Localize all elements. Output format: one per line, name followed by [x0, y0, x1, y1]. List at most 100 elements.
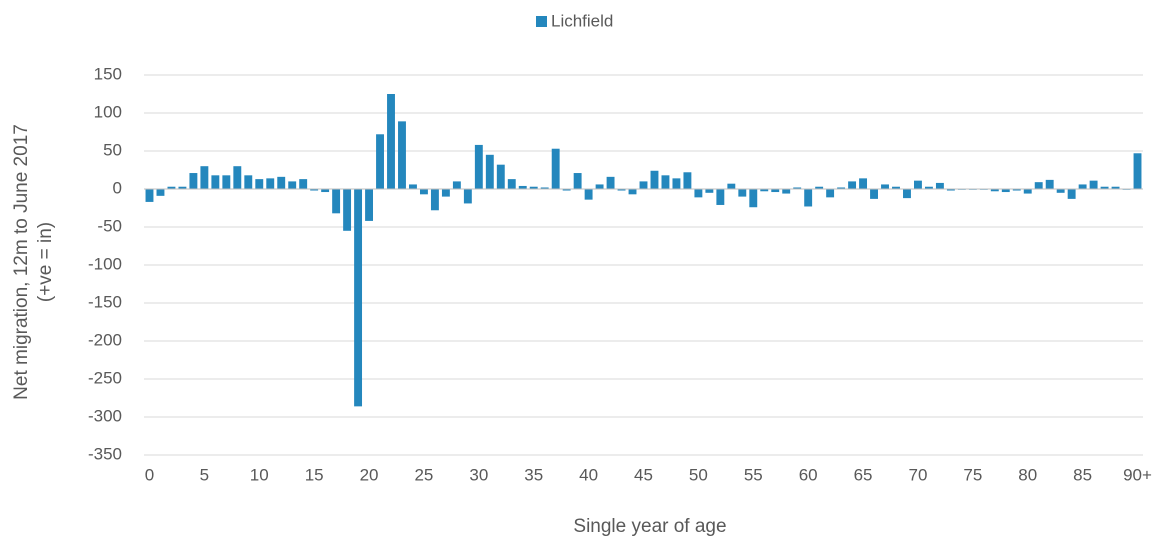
bar — [628, 189, 637, 195]
bar — [419, 189, 428, 195]
y-tick-label: -200 — [88, 330, 122, 349]
bar — [1089, 180, 1098, 189]
bar — [1133, 153, 1142, 189]
x-tick-label: 5 — [200, 465, 209, 484]
bar — [529, 186, 538, 189]
y-axis-label-line: (+ve = in) — [35, 222, 56, 302]
x-tick-label: 0 — [145, 465, 154, 484]
bar — [617, 189, 626, 191]
bar — [760, 189, 769, 192]
y-tick-label: 100 — [94, 102, 122, 121]
bar — [903, 189, 911, 199]
x-tick-label: 30 — [469, 465, 488, 484]
bar — [837, 187, 846, 189]
bar — [683, 172, 692, 189]
bar — [804, 189, 813, 207]
bar — [321, 189, 330, 193]
x-tick-label: 45 — [634, 465, 653, 484]
bar — [266, 178, 275, 189]
bar — [255, 179, 264, 189]
bar — [1023, 189, 1032, 194]
x-tick-label: 55 — [744, 465, 763, 484]
bar — [1001, 189, 1010, 193]
bar — [507, 179, 516, 189]
y-tick-label: -350 — [88, 444, 122, 463]
legend-swatch — [536, 16, 547, 27]
bar — [540, 187, 549, 189]
bar — [935, 182, 944, 189]
bar — [1045, 179, 1054, 189]
bar — [946, 189, 955, 191]
x-tick-label: 25 — [414, 465, 433, 484]
bar — [222, 175, 231, 189]
bar — [430, 189, 439, 211]
x-tick-label: 15 — [305, 465, 324, 484]
x-tick-label: 20 — [360, 465, 379, 484]
bar — [595, 184, 604, 189]
bar — [233, 166, 242, 189]
bar — [892, 186, 900, 189]
bar — [826, 189, 835, 198]
y-axis-label-line: Net migration, 12m to June 2017 — [11, 124, 32, 400]
bar — [705, 189, 714, 193]
bar — [924, 186, 933, 189]
bar — [859, 178, 868, 189]
legend-label: Lichfield — [551, 11, 613, 30]
bar — [365, 189, 374, 221]
x-tick-label: 50 — [689, 465, 708, 484]
bar — [771, 189, 780, 193]
bar — [145, 189, 154, 202]
bar — [881, 184, 889, 189]
bar — [749, 189, 758, 208]
bar — [485, 154, 494, 189]
bar — [694, 189, 703, 198]
bar — [650, 170, 659, 189]
bar — [584, 189, 593, 200]
bar — [727, 183, 736, 189]
x-tick-label: 90+ — [1123, 465, 1152, 484]
bar — [1067, 189, 1076, 199]
bar — [1078, 184, 1087, 189]
bar — [310, 189, 319, 191]
bar — [178, 186, 187, 189]
bar — [156, 189, 165, 196]
y-tick-label: 50 — [103, 140, 122, 159]
bar — [452, 181, 461, 189]
bar — [463, 189, 472, 204]
bar — [288, 181, 297, 189]
y-tick-label: -50 — [97, 216, 122, 235]
bar — [815, 186, 824, 189]
bar — [354, 189, 363, 407]
bar — [573, 173, 582, 189]
bar — [496, 164, 505, 189]
bar — [870, 189, 878, 199]
y-axis-label: Net migration, 12m to June 2017 (+ve = i… — [11, 124, 56, 400]
bar — [1111, 186, 1120, 189]
bar — [1100, 186, 1109, 189]
bar — [518, 185, 527, 189]
x-axis-label: Single year of age — [573, 516, 726, 537]
bar — [1034, 182, 1043, 189]
bar — [376, 134, 384, 189]
y-tick-label: -300 — [88, 406, 122, 425]
bar — [990, 189, 999, 192]
bar — [913, 180, 922, 189]
x-tick-label: 75 — [963, 465, 982, 484]
bar — [189, 173, 198, 189]
y-tick-label: -250 — [88, 368, 122, 387]
bar — [167, 186, 176, 189]
bar — [343, 189, 352, 231]
bar — [716, 189, 725, 205]
y-tick-label: 150 — [94, 64, 122, 83]
y-tick-label: 0 — [113, 178, 122, 197]
y-tick-label: -150 — [88, 292, 122, 311]
x-tick-label: 70 — [908, 465, 927, 484]
x-tick-label: 35 — [524, 465, 543, 484]
bar — [782, 189, 791, 194]
x-tick-label: 10 — [250, 465, 269, 484]
bar — [299, 179, 308, 189]
bar — [848, 181, 857, 189]
bar — [1012, 189, 1021, 191]
bar — [244, 175, 253, 189]
bar — [200, 166, 209, 189]
